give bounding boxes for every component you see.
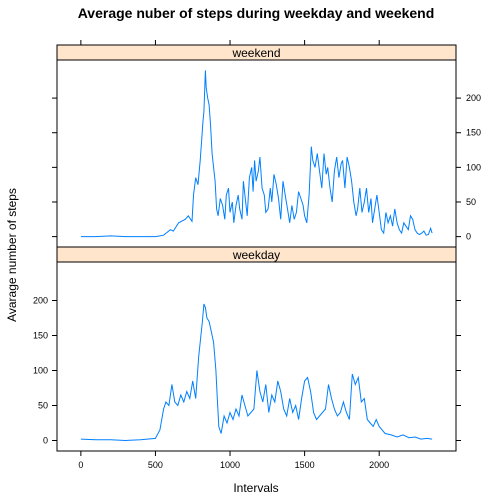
y-tick-label-weekday: 100 [33,366,48,376]
y-tick-label-weekend: 200 [466,93,481,103]
y-tick-label-weekend: 150 [466,128,481,138]
y-tick-label-weekday: 200 [33,296,48,306]
y-tick-label-weekend: 0 [466,232,471,242]
x-tick-label: 1500 [295,460,315,470]
strip-label-weekend: weekend [231,46,280,60]
panel-weekday: weekday 0 50 100 150 200 [33,246,461,452]
y-tick-label-weekday: 50 [38,401,48,411]
plot-frame-weekday [56,261,457,452]
series-line-weekday [80,303,433,442]
chart-title: Average nuber of steps during weekday an… [78,5,435,21]
x-tick-label: 2000 [369,460,389,470]
y-tick-label-weekday: 150 [33,331,48,341]
x-tick-label: 0 [78,460,83,470]
x-axis-label: Intervals [233,481,278,495]
y-axis-label: Avarage number of steps [5,188,19,322]
y-tick-label-weekend: 100 [466,162,481,172]
strip-label-weekday: weekday [232,248,280,262]
series-line-weekend [80,70,433,238]
panel-weekend: weekend 0 50 100 150 200 [52,44,481,248]
y-tick-label-weekend: 50 [466,197,476,207]
y-tick-label-weekday: 0 [43,436,48,446]
x-tick-label: 1000 [220,460,240,470]
x-tick-label: 500 [148,460,163,470]
